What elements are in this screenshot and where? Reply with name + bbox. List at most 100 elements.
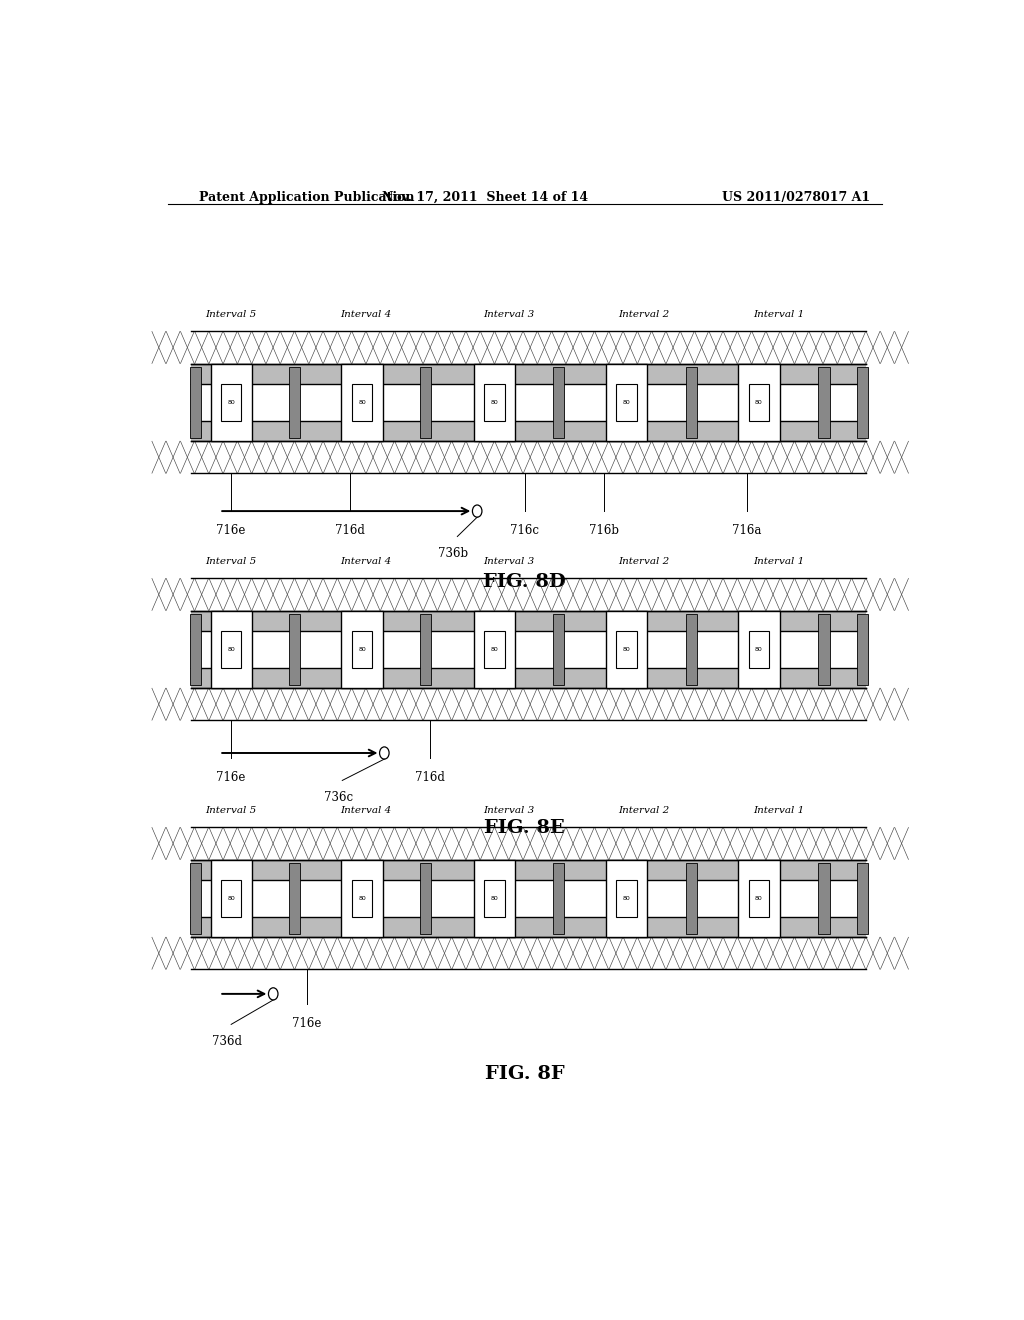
Text: 80: 80 [755, 896, 763, 900]
Text: 716b: 716b [589, 524, 620, 537]
Bar [352, 880, 373, 916]
Bar [484, 880, 505, 916]
Bar [553, 863, 564, 935]
Text: 80: 80 [227, 400, 236, 405]
Text: 716d: 716d [335, 524, 366, 537]
Bar [289, 367, 300, 438]
Text: Interval 3: Interval 3 [483, 310, 535, 319]
Text: FIG. 8E: FIG. 8E [484, 818, 565, 837]
Bar [211, 364, 252, 441]
Bar [221, 631, 242, 668]
Text: 716e: 716e [292, 1018, 322, 1030]
Text: Interval 4: Interval 4 [340, 557, 392, 566]
Text: Interval 1: Interval 1 [753, 807, 805, 814]
Bar [484, 631, 505, 668]
Text: 80: 80 [755, 400, 763, 405]
Bar [818, 367, 829, 438]
Text: 80: 80 [490, 647, 499, 652]
Text: 80: 80 [227, 647, 236, 652]
Text: Interval 2: Interval 2 [618, 807, 670, 814]
Bar [420, 367, 431, 438]
Text: Interval 5: Interval 5 [206, 557, 257, 566]
Text: Interval 2: Interval 2 [618, 557, 670, 566]
Text: US 2011/0278017 A1: US 2011/0278017 A1 [722, 191, 870, 203]
Text: Interval 1: Interval 1 [753, 310, 805, 319]
Bar [211, 859, 252, 937]
Text: 80: 80 [623, 647, 630, 652]
Bar [553, 367, 564, 438]
Bar [474, 364, 515, 441]
Bar [191, 859, 866, 880]
Bar [420, 863, 431, 935]
Text: 80: 80 [623, 400, 630, 405]
Text: Nov. 17, 2011  Sheet 14 of 14: Nov. 17, 2011 Sheet 14 of 14 [382, 191, 588, 203]
Text: Interval 2: Interval 2 [618, 310, 670, 319]
Text: Interval 4: Interval 4 [340, 310, 392, 319]
Bar [420, 614, 431, 685]
Text: 736c: 736c [324, 791, 353, 804]
Bar [341, 364, 383, 441]
Bar [191, 364, 866, 384]
Text: 80: 80 [227, 896, 236, 900]
Text: 716d: 716d [415, 771, 444, 784]
Text: 716e: 716e [216, 771, 246, 784]
Bar [606, 611, 647, 688]
Text: 736d: 736d [212, 1035, 243, 1048]
Text: Interval 3: Interval 3 [483, 557, 535, 566]
Bar [191, 578, 866, 611]
Text: Patent Application Publication: Patent Application Publication [200, 191, 415, 203]
Bar [606, 859, 647, 937]
Bar [191, 421, 866, 441]
Bar [553, 614, 564, 685]
Bar [191, 331, 866, 364]
Bar [352, 631, 373, 668]
Text: 716e: 716e [216, 524, 246, 537]
Bar [738, 859, 779, 937]
Bar [474, 859, 515, 937]
Text: 716c: 716c [510, 524, 540, 537]
Bar [191, 916, 866, 937]
Bar [474, 611, 515, 688]
Bar [616, 384, 637, 421]
Text: Interval 4: Interval 4 [340, 807, 392, 814]
Bar [221, 880, 242, 916]
Bar [191, 828, 866, 859]
Text: 80: 80 [490, 896, 499, 900]
Text: Interval 5: Interval 5 [206, 310, 257, 319]
Bar [484, 384, 505, 421]
Bar [191, 688, 866, 721]
Bar [616, 631, 637, 668]
Bar [818, 863, 829, 935]
Bar [191, 937, 866, 969]
Bar [191, 611, 866, 631]
Bar [189, 367, 201, 438]
Bar [818, 614, 829, 685]
Bar [191, 441, 866, 474]
Bar [289, 614, 300, 685]
Bar [189, 863, 201, 935]
Bar [289, 863, 300, 935]
Text: Interval 3: Interval 3 [483, 807, 535, 814]
Text: FIG. 8F: FIG. 8F [485, 1065, 564, 1082]
Bar [686, 863, 697, 935]
Bar [749, 880, 769, 916]
Text: Interval 5: Interval 5 [206, 807, 257, 814]
Bar [221, 384, 242, 421]
Bar [352, 384, 373, 421]
Bar [341, 611, 383, 688]
Text: 716a: 716a [732, 524, 762, 537]
Text: 80: 80 [490, 400, 499, 405]
Bar [606, 364, 647, 441]
Text: 80: 80 [755, 647, 763, 652]
Text: 80: 80 [358, 896, 366, 900]
Bar [616, 880, 637, 916]
Bar [856, 367, 867, 438]
Bar [211, 611, 252, 688]
Bar [341, 859, 383, 937]
Bar [686, 367, 697, 438]
Bar [749, 384, 769, 421]
Bar [856, 614, 867, 685]
Bar [189, 614, 201, 685]
Bar [686, 614, 697, 685]
Bar [856, 863, 867, 935]
